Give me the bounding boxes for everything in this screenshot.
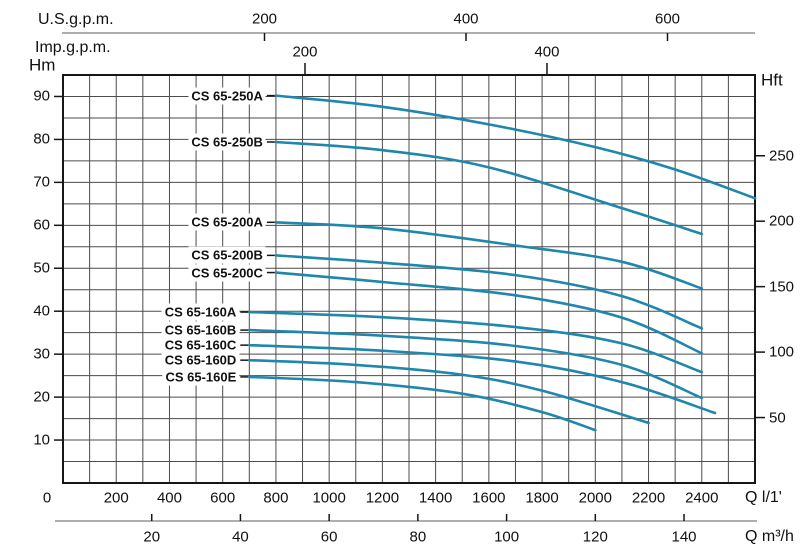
pump-curve-cs-65-160e — [248, 375, 597, 432]
pump-curve-cs-65-200a — [274, 221, 704, 290]
pump-curve-cs-65-250a — [274, 94, 757, 200]
pump-curve-cs-65-200b — [274, 254, 704, 330]
head-meters-axis-title: Hm — [29, 55, 56, 75]
pump-curve-cs-65-160a — [248, 310, 704, 374]
pump-curve-cs-65-250b — [274, 140, 704, 236]
flow-m3h-axis-title: Q m³/h — [745, 528, 794, 545]
pump-curve-cs-65-160d — [248, 358, 650, 425]
pump-curve-cs-65-160c — [248, 343, 717, 415]
imp-gpm-axis-title: Imp.g.p.m. — [35, 39, 111, 56]
pump-curve-cs-65-200c — [274, 271, 704, 355]
head-feet-axis-title: Hft — [761, 70, 783, 90]
plot-border — [62, 74, 756, 484]
pump-curve-cs-65-160b — [248, 328, 704, 400]
flow-l-min-axis-title: Q l/1' — [745, 489, 782, 506]
us-gpm-axis-title: U.S.g.p.m. — [38, 11, 114, 28]
